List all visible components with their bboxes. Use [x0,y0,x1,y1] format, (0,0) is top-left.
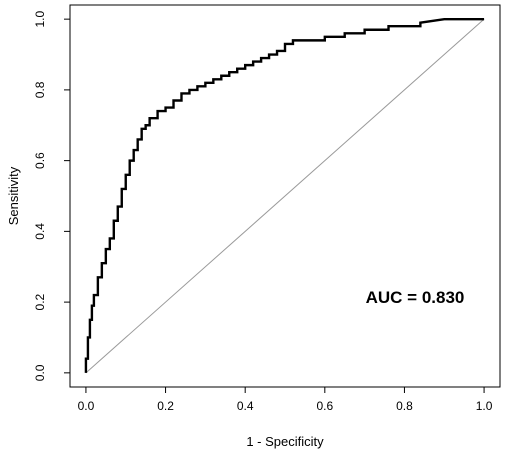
x-tick-label: 0.2 [157,399,174,413]
plot-box [69,4,501,388]
x-tick-label: 0.4 [237,399,254,413]
y-tick-label: 0.6 [33,152,47,169]
y-tick-label: 0.4 [33,223,47,240]
x-tick-label: 0.6 [316,399,333,413]
reference-diagonal-line [85,18,485,374]
x-tick-label: 1.0 [476,399,493,413]
auc-annotation: AUC = 0.830 [366,288,465,307]
y-tick-label: 0.2 [33,293,47,310]
y-axis-title: Sensitivity [6,166,21,225]
x-tick-label: 0.8 [396,399,413,413]
y-tick-label: 1.0 [33,10,47,27]
y-tick-label: 0.8 [33,81,47,98]
y-axis: 0.0 0.2 0.4 0.6 0.8 1.0 [33,10,70,381]
roc-curve-line [84,17,485,373]
x-axis: 0.0 0.2 0.4 0.6 0.8 1.0 [78,387,493,413]
x-axis-title: 1 - Specificity [246,434,324,449]
y-tick-label: 0.0 [33,364,47,381]
x-tick-label: 0.0 [78,399,95,413]
